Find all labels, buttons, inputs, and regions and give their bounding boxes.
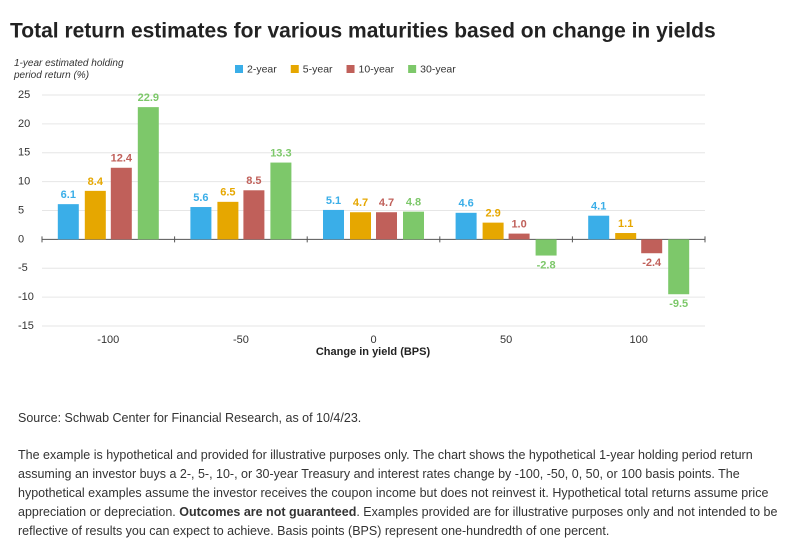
bar	[668, 239, 690, 295]
y-tick-label: 5	[18, 204, 24, 216]
x-tick-label: 100	[630, 334, 648, 346]
y-tick-label: 20	[18, 118, 30, 130]
value-label: 4.6	[458, 198, 473, 210]
y-axis-label: 1-year estimated holding period return (…	[14, 58, 124, 81]
bar	[455, 212, 477, 240]
x-tick-label: -50	[233, 334, 249, 346]
value-label: 13.3	[270, 147, 291, 159]
bar	[137, 107, 159, 240]
bar	[482, 222, 504, 240]
legend-swatch	[408, 65, 417, 73]
bar	[190, 207, 212, 240]
disclaimer: The example is hypothetical and provided…	[18, 446, 783, 541]
value-label: 1.1	[618, 218, 633, 230]
y-tick-label: 0	[18, 233, 24, 245]
legend-label: 2-year	[247, 63, 277, 75]
x-tick-label: 50	[500, 334, 512, 346]
legend-swatch	[235, 65, 243, 73]
value-label: 8.4	[88, 176, 104, 188]
value-label: 6.5	[220, 187, 235, 199]
x-tick-label: -100	[97, 334, 119, 346]
value-label: -9.5	[669, 298, 688, 310]
value-label: 5.6	[193, 192, 208, 204]
legend-label: 10-year	[359, 63, 395, 75]
bar	[110, 167, 132, 240]
bar	[57, 204, 79, 240]
disclaimer-text: . Examples provided are for illustrative…	[18, 505, 778, 538]
value-label: 5.1	[326, 195, 341, 207]
value-label: 4.8	[406, 197, 421, 209]
value-label: 1.0	[511, 219, 526, 231]
bar	[588, 215, 610, 240]
disclaimer-text: The example is hypothetical and provided…	[18, 448, 769, 519]
value-label: 12.4	[111, 153, 133, 165]
legend-label: 5-year	[303, 63, 333, 75]
y-tick-label: -10	[18, 291, 34, 303]
bar	[508, 233, 530, 240]
y-tick-label: 10	[18, 176, 30, 188]
chart-title: Total return estimates for various matur…	[10, 20, 716, 43]
value-label: 4.7	[353, 197, 368, 209]
legend-swatch	[290, 65, 299, 73]
value-label: 2.9	[485, 208, 500, 220]
bar	[641, 239, 663, 254]
disclaimer-bold: Outcomes are not guaranteed	[179, 505, 357, 519]
bar	[403, 211, 424, 240]
bar	[84, 190, 106, 240]
chart: Total return estimates for various matur…	[10, 20, 716, 358]
y-tick-label: 15	[18, 147, 30, 159]
x-axis-label: Change in yield (BPS)	[316, 346, 431, 358]
legend-label: 30-year	[420, 63, 456, 75]
value-label: 22.9	[138, 92, 159, 104]
value-label: -2.4	[642, 257, 662, 269]
value-label: -2.8	[537, 259, 556, 271]
y-tick-label: 25	[18, 89, 30, 101]
legend-swatch	[346, 65, 355, 73]
value-label: 4.1	[591, 201, 606, 213]
y-tick-label: -5	[18, 262, 28, 274]
x-tick-label: 0	[370, 334, 376, 346]
bar	[323, 209, 344, 240]
bar	[535, 239, 557, 256]
value-label: 8.5	[246, 175, 261, 187]
y-tick-label: -15	[18, 320, 34, 332]
bar	[270, 162, 292, 240]
bar	[243, 190, 265, 240]
bar	[376, 212, 397, 240]
bar	[350, 212, 371, 240]
source: Source: Schwab Center for Financial Rese…	[18, 411, 362, 425]
value-label: 4.7	[379, 197, 394, 209]
bar	[217, 201, 239, 240]
bar	[615, 233, 637, 240]
value-label: 6.1	[61, 189, 76, 201]
